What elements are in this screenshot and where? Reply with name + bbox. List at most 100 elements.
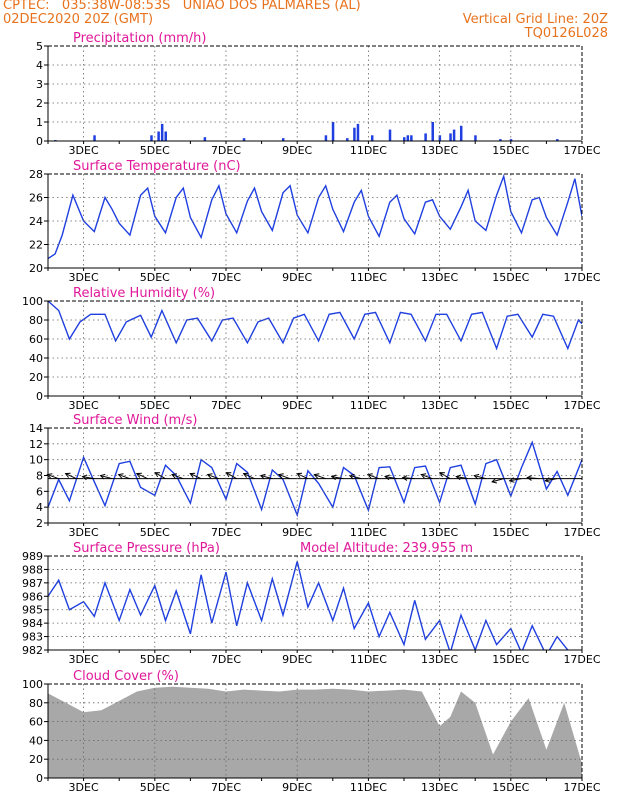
precip-bar — [499, 139, 502, 141]
x-tick-label: 13DEC — [421, 781, 458, 794]
wind-arrow-head — [544, 477, 551, 483]
wind-arrow — [491, 478, 504, 483]
y-tick-label: 20 — [29, 262, 43, 275]
x-tick-label: 5DEC — [140, 271, 170, 284]
y-tick-label: 0 — [36, 135, 43, 148]
x-tick-label: 7DEC — [211, 144, 241, 157]
wind-arrow — [171, 474, 184, 480]
header-grid-note: Vertical Grid Line: 20Z — [462, 12, 608, 27]
precip-bar — [556, 139, 559, 141]
x-tick-label: 7DEC — [211, 781, 241, 794]
precip-bar — [474, 135, 477, 141]
y-tick-label: 0 — [36, 390, 43, 403]
wind-arrow — [243, 473, 255, 480]
precip-bar — [356, 123, 360, 141]
y-tick-label: 60 — [29, 333, 43, 346]
x-tick-label: 17DEC — [563, 399, 600, 412]
x-tick-label: 15DEC — [492, 144, 529, 157]
wind-arrow-head — [401, 475, 408, 481]
x-tick-label: 17DEC — [563, 271, 600, 284]
x-tick-label: 11DEC — [350, 526, 387, 539]
wind-arrow-head — [384, 474, 390, 481]
wind-arrow — [527, 477, 540, 480]
y-tick-label: 988 — [22, 563, 43, 576]
x-tick-label: 9DEC — [282, 781, 312, 794]
x-tick-label: 11DEC — [350, 271, 387, 284]
precip-bar — [331, 122, 335, 141]
panel-title: Precipitation (mm/h) — [73, 31, 206, 46]
precip-bar — [346, 138, 349, 141]
precip-bar — [449, 133, 452, 141]
x-tick-label: 7DEC — [211, 526, 241, 539]
y-tick-label: 986 — [22, 590, 43, 603]
y-tick-label: 4 — [36, 59, 43, 72]
precip-bar — [403, 137, 406, 141]
x-tick-label: 15DEC — [492, 526, 529, 539]
x-tick-label: 9DEC — [282, 271, 312, 284]
x-tick-label: 17DEC — [563, 526, 600, 539]
wind-arrow — [278, 474, 291, 480]
precip-bar — [452, 129, 456, 141]
wind-arrow-head — [277, 473, 284, 479]
wind-arrow-head — [206, 473, 213, 479]
wind-arrow-head — [508, 477, 515, 483]
y-tick-label: 22 — [29, 239, 43, 252]
wind-arrow-head — [46, 473, 53, 479]
x-tick-label: 3DEC — [69, 526, 99, 539]
precip-bar — [388, 129, 392, 141]
x-tick-label: 15DEC — [492, 271, 529, 284]
x-tick-label: 9DEC — [282, 653, 312, 666]
wind-arrow — [367, 474, 380, 480]
x-tick-label: 15DEC — [492, 781, 529, 794]
precip-bar — [160, 123, 164, 141]
wind-arrow-head — [99, 473, 106, 480]
wind-arrow — [349, 475, 362, 480]
wind-arrow — [82, 476, 95, 480]
x-tick-label: 7DEC — [211, 271, 241, 284]
x-tick-label: 3DEC — [69, 653, 99, 666]
y-tick-label: 987 — [22, 577, 43, 590]
wind-arrow — [384, 476, 397, 480]
y-tick-label: 40 — [29, 734, 43, 747]
precip-bar — [370, 135, 374, 141]
precip-bar — [410, 135, 413, 141]
y-tick-label: 4 — [36, 501, 43, 514]
wind-arrow — [509, 478, 522, 482]
y-tick-label: 12 — [29, 438, 43, 451]
wind-arrow-head — [366, 473, 373, 479]
y-tick-label: 984 — [22, 617, 43, 630]
x-tick-label: 13DEC — [421, 526, 458, 539]
wind-arrow-head — [242, 472, 249, 478]
precip-bar — [424, 133, 427, 141]
wind-arrow-head — [313, 473, 320, 479]
x-tick-label: 11DEC — [350, 144, 387, 157]
panel-title: Surface Pressure (hPa) — [73, 541, 220, 556]
x-tick-label: 17DEC — [563, 144, 600, 157]
precip-bar — [164, 131, 167, 141]
x-tick-label: 5DEC — [140, 653, 170, 666]
x-tick-label: 3DEC — [69, 271, 99, 284]
x-tick-label: 15DEC — [492, 653, 529, 666]
y-tick-label: 20 — [29, 753, 43, 766]
wind-arrow — [154, 472, 166, 480]
wind-arrow — [402, 477, 415, 480]
x-tick-label: 9DEC — [282, 399, 312, 412]
wind-arrow-head — [438, 472, 445, 478]
wind-arrow — [296, 473, 309, 480]
panel-title: Surface Temperature (nC) — [73, 159, 241, 174]
y-tick-label: 989 — [22, 550, 43, 563]
y-tick-label: 985 — [22, 604, 43, 617]
wind-line — [48, 440, 582, 518]
x-tick-label: 5DEC — [140, 399, 170, 412]
precip-bar — [459, 125, 463, 141]
x-tick-label: 17DEC — [563, 781, 600, 794]
wind-arrow — [260, 475, 273, 480]
wind-arrow-head — [171, 473, 177, 479]
cloud-cover-area — [48, 686, 582, 778]
precip-bar — [93, 135, 96, 141]
x-tick-label: 7DEC — [211, 653, 241, 666]
x-tick-label: 9DEC — [282, 144, 312, 157]
x-tick-label: 3DEC — [69, 399, 99, 412]
wind-arrow — [545, 478, 558, 482]
